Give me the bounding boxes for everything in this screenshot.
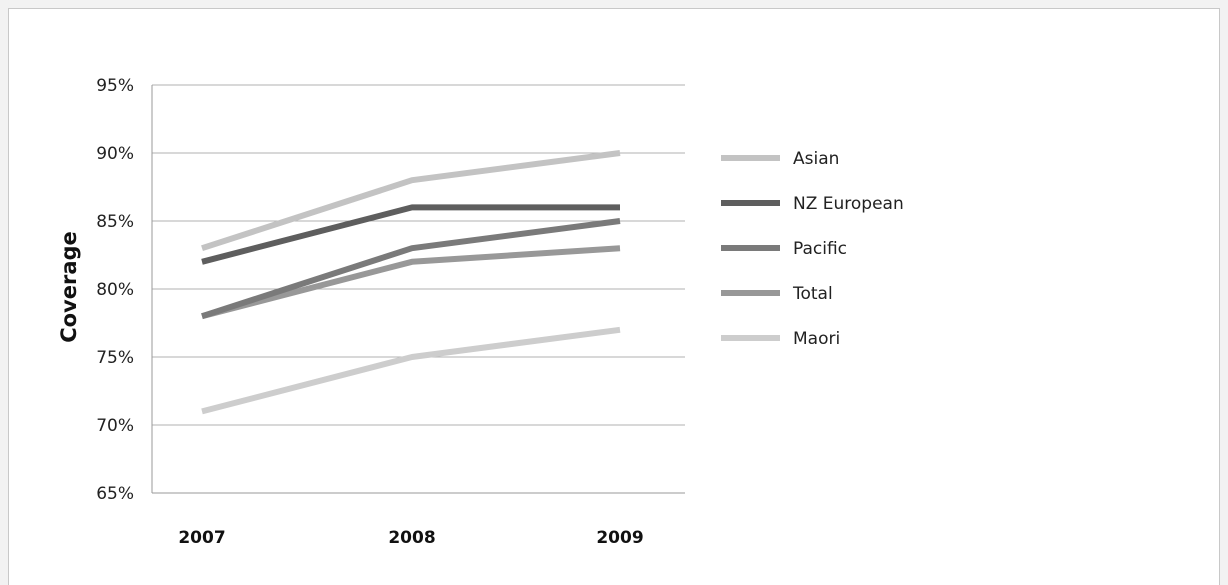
x-tick-label: 2008 [388,528,435,548]
y-tick-label: 65% [96,484,134,504]
legend-label: Total [792,284,833,304]
series-line-nz-european [201,204,620,265]
legend-label: Pacific [793,239,847,259]
x-tick-label: 2007 [178,528,225,548]
legend-label: Asian [793,149,839,169]
axes: 65% 70% 75% 80% 85% 90% 95% 2007 2008 2009 [96,76,685,548]
series-lines [201,150,621,415]
series-line-maori [201,326,621,415]
chart-frame [8,8,1220,585]
y-tick-label: 85% [96,212,134,232]
y-tick-label: 80% [96,280,134,300]
series-line-total [201,245,621,320]
y-tick-label: 75% [96,348,134,368]
legend-label: Maori [793,329,840,349]
legend: Asian NZ European Pacific Total Maori [721,149,904,349]
y-tick-label: 95% [96,76,134,96]
series-line-pacific [201,218,621,320]
y-tick-label: 70% [96,416,134,436]
x-tick-label: 2009 [596,528,643,548]
y-tick-label: 90% [96,144,134,164]
y-axis-title: Coverage [57,231,81,343]
legend-label: NZ European [793,194,904,214]
gridlines [152,84,685,494]
series-line-asian [201,150,621,252]
